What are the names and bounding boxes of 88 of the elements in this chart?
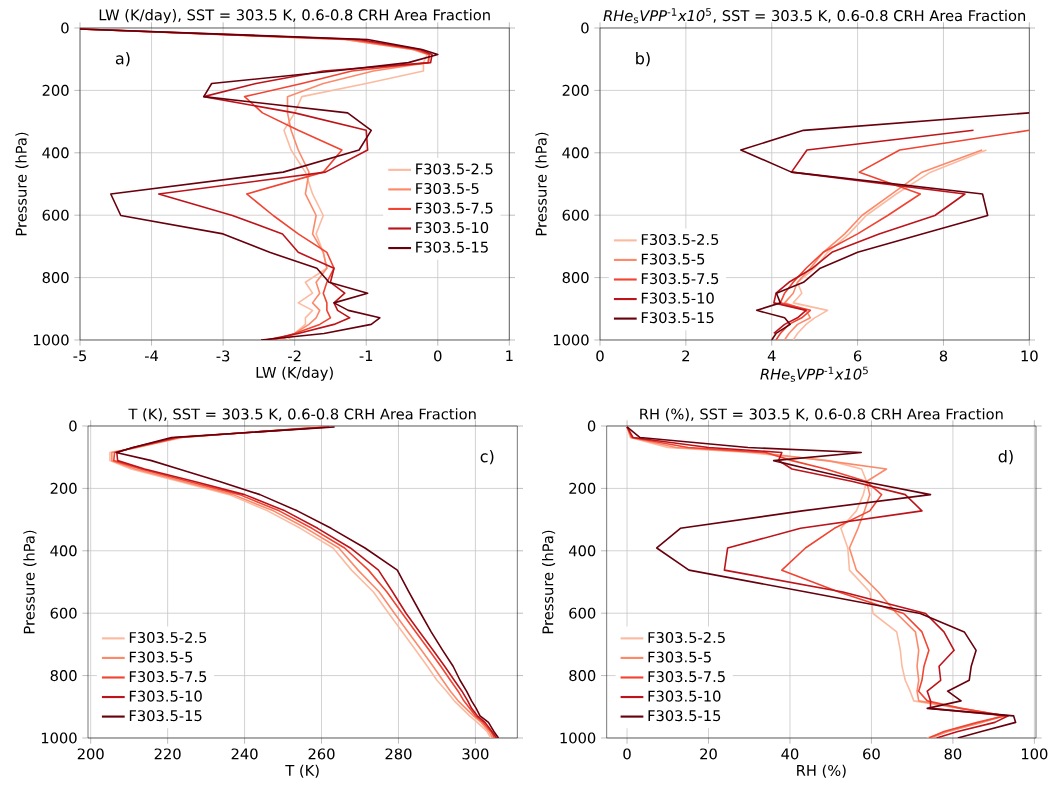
chart-title: RHe$_{s}$VPP$^{-1}$x10$^{5}$, SST = 303.5 K, 0.6-0.8 CRH Area Fraction	[603, 8, 1026, 24]
x-tick-label: 280	[385, 748, 412, 760]
y-tick-label: 0	[581, 22, 589, 34]
legend-label: F303.5-7.5	[641, 273, 719, 285]
y-tick-label: 1000	[553, 334, 589, 346]
y-tick-label: 800	[562, 272, 589, 284]
x-tick-label: 0	[596, 350, 604, 362]
y-tick-label: 200	[50, 482, 77, 494]
line-series	[773, 129, 975, 335]
legend-label: F303.5-10	[416, 222, 489, 234]
y-axis-title: Pressure (hPa)	[542, 530, 556, 634]
x-tick-label: 6	[853, 350, 862, 362]
x-tick-label: 40	[781, 748, 799, 760]
legend-label: F303.5-2.5	[641, 233, 719, 246]
y-tick-label: 0	[69, 420, 77, 432]
x-tick-label: 8	[939, 350, 948, 362]
x-tick-label: 60	[863, 748, 880, 760]
legend-label: F303.5-7.5	[648, 671, 725, 683]
x-tick-label: 2	[682, 350, 690, 362]
x-tick-label: 100	[1021, 748, 1048, 760]
legend-label: F303.5-5	[129, 651, 193, 663]
legend-label: F303.5-10	[641, 292, 714, 304]
x-tick-label: 80	[944, 748, 962, 760]
x-tick-label: 240	[231, 748, 258, 760]
y-tick-label: 400	[50, 545, 77, 557]
y-tick-label: 0	[587, 420, 596, 432]
legend-label: F303.5-2.5	[129, 631, 207, 644]
x-tick-label: 1	[506, 350, 513, 362]
chart-title: T (K), SST = 303.5 K, 0.6-0.8 CRH Area Fraction	[128, 408, 476, 422]
y-axis-title: Pressure (hPa)	[15, 132, 29, 236]
y-tick-label: 800	[50, 670, 77, 682]
line-series	[775, 129, 1030, 340]
legend-label: F303.5-7.5	[416, 202, 493, 214]
x-axis-title: T (K)	[285, 764, 319, 778]
annotation: a)	[115, 52, 130, 67]
x-axis-title: RHe$_{s}$VPP$^{-1}$x10$^{5}$	[760, 366, 868, 382]
legend-label: F303.5-10	[129, 690, 202, 702]
y-tick-label: 800	[569, 670, 596, 682]
x-tick-label: 220	[154, 748, 181, 760]
y-tick-label: 0	[61, 22, 69, 34]
x-tick-label: -5	[73, 350, 87, 362]
line-series	[740, 112, 1030, 340]
y-tick-label: 400	[562, 147, 589, 159]
x-tick-label: 10	[1021, 350, 1038, 362]
y-tick-label: 200	[569, 482, 596, 494]
x-tick-label: 260	[308, 748, 335, 760]
chart-title: RH (%), SST = 303.5 K, 0.6-0.8 CRH Area Fraction	[640, 408, 1003, 422]
x-axis-title: LW (K/day)	[256, 366, 333, 381]
legend-label: F303.5-15	[129, 710, 202, 722]
y-tick-label: 200	[42, 84, 69, 96]
annotation: b)	[636, 52, 650, 67]
x-axis-title: RH (%)	[797, 764, 846, 778]
y-tick-label: 600	[569, 607, 596, 619]
x-tick-label: 0	[623, 748, 631, 760]
x-tick-label: -2	[288, 350, 301, 362]
legend-label: F303.5-2.5	[416, 163, 493, 175]
y-tick-label: 600	[50, 607, 77, 619]
legend-label: F303.5-15	[641, 312, 714, 324]
y-tick-label: 1000	[33, 334, 69, 346]
annotation: c)	[480, 450, 494, 465]
legend-label: F303.5-2.5	[648, 631, 725, 644]
x-tick-label: 300	[462, 748, 489, 760]
legend-label: F303.5-15	[416, 241, 488, 253]
y-tick-label: 400	[568, 545, 596, 557]
legend-label: F303.5-5	[641, 253, 705, 265]
y-tick-label: 200	[562, 84, 589, 96]
x-tick-label: 4	[767, 350, 776, 362]
x-tick-label: -3	[216, 350, 230, 362]
y-tick-label: 400	[42, 147, 69, 159]
y-tick-label: 1000	[41, 732, 77, 744]
chart-title: LW (K/day), SST = 303.5 K, 0.6-0.8 CRH Area Fraction	[99, 9, 490, 24]
y-tick-label: 800	[42, 272, 69, 284]
y-axis-title: Pressure (hPa)	[23, 530, 37, 634]
y-tick-label: 600	[42, 209, 69, 221]
legend-label: F303.5-10	[648, 690, 721, 702]
legend-label: F303.5-7.5	[129, 671, 207, 683]
y-tick-label: 600	[562, 209, 589, 221]
y-axis-title: Pressure (hPa)	[535, 132, 549, 236]
legend-label: F303.5-5	[416, 182, 479, 195]
y-tick-label: 1000	[560, 732, 596, 744]
x-tick-label: 20	[700, 748, 717, 760]
annotation: d)	[998, 450, 1013, 465]
legend-label: F303.5-5	[648, 651, 711, 663]
x-tick-label: -4	[144, 350, 159, 362]
x-tick-label: 200	[77, 748, 104, 760]
legend-label: F303.5-15	[648, 710, 721, 722]
x-tick-label: -1	[359, 350, 373, 362]
x-tick-label: 0	[434, 350, 442, 362]
